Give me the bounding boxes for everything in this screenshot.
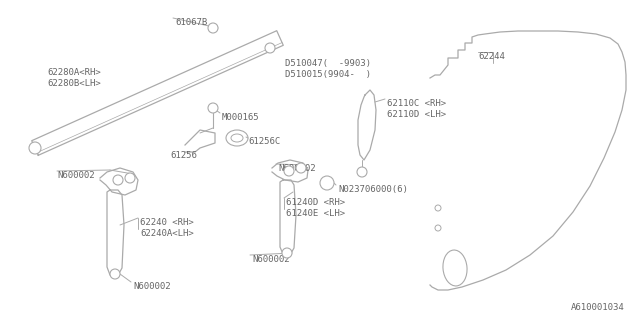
Circle shape	[208, 23, 218, 33]
Text: 62240A<LH>: 62240A<LH>	[140, 229, 194, 238]
Text: 62280A<RH>: 62280A<RH>	[47, 68, 100, 77]
Text: 62110D <LH>: 62110D <LH>	[387, 110, 446, 119]
Circle shape	[125, 173, 135, 183]
Circle shape	[113, 175, 123, 185]
Text: 62240 <RH>: 62240 <RH>	[140, 218, 194, 227]
Circle shape	[320, 176, 334, 190]
Text: N600002: N600002	[252, 255, 290, 264]
Circle shape	[284, 166, 294, 176]
Text: D510047(  -9903): D510047( -9903)	[285, 59, 371, 68]
Text: 61240D <RH>: 61240D <RH>	[286, 198, 345, 207]
Text: N023706000(6): N023706000(6)	[338, 185, 408, 194]
Circle shape	[110, 269, 120, 279]
Text: N600002: N600002	[133, 282, 171, 291]
Circle shape	[208, 103, 218, 113]
Ellipse shape	[443, 250, 467, 286]
Circle shape	[265, 43, 275, 53]
Text: D510015(9904-  ): D510015(9904- )	[285, 70, 371, 79]
Circle shape	[435, 225, 441, 231]
Ellipse shape	[231, 134, 243, 142]
Text: 62110C <RH>: 62110C <RH>	[387, 99, 446, 108]
Text: 61256C: 61256C	[248, 137, 280, 146]
Text: 61256: 61256	[170, 151, 197, 160]
Text: 61240E <LH>: 61240E <LH>	[286, 209, 345, 218]
Text: 62280B<LH>: 62280B<LH>	[47, 79, 100, 88]
Text: N600002: N600002	[57, 171, 95, 180]
Text: 62244: 62244	[478, 52, 505, 61]
Circle shape	[29, 142, 41, 154]
Text: A610001034: A610001034	[572, 303, 625, 312]
Ellipse shape	[226, 130, 248, 146]
Circle shape	[435, 205, 441, 211]
Circle shape	[282, 248, 292, 258]
Text: N600002: N600002	[278, 164, 316, 173]
Text: 61067B: 61067B	[175, 18, 207, 27]
Text: M000165: M000165	[222, 113, 260, 122]
Circle shape	[357, 167, 367, 177]
Circle shape	[296, 163, 306, 173]
